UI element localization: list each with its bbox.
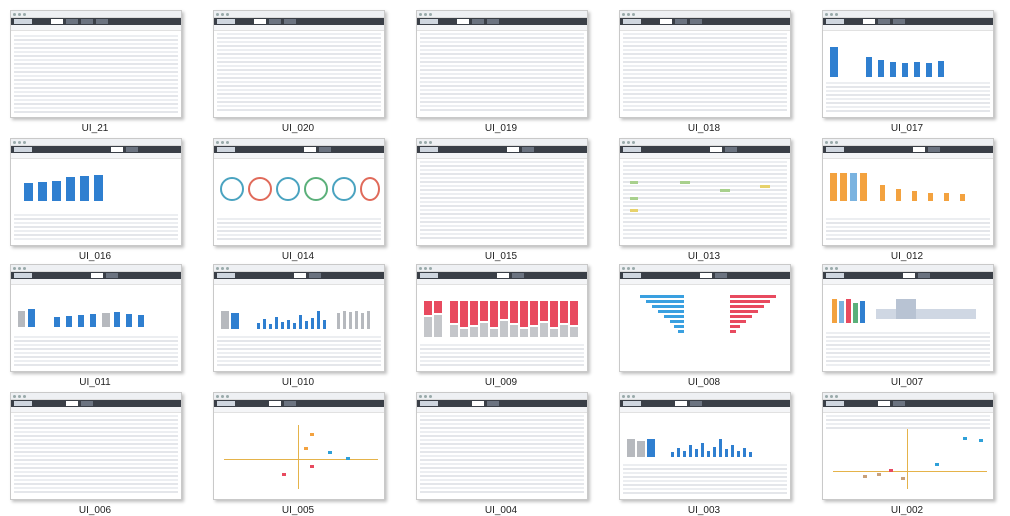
thumbnail-caption: UI_014 <box>281 251 315 262</box>
thumbnail-caption: UI_018 <box>687 123 721 134</box>
thumbnail-image[interactable] <box>822 264 994 372</box>
thumbnail-caption: UI_006 <box>78 505 112 516</box>
thumbnail-caption: UI_004 <box>484 505 518 516</box>
thumbnail-image[interactable] <box>416 392 588 500</box>
thumbnail-caption: UI_005 <box>281 505 315 516</box>
thumbnail-image[interactable] <box>416 138 588 246</box>
thumbnail-image[interactable] <box>619 392 791 500</box>
thumbnail-image[interactable] <box>822 10 994 118</box>
thumbnail-image[interactable] <box>10 392 182 500</box>
thumbnail-image[interactable] <box>213 10 385 118</box>
thumbnail-image[interactable] <box>213 138 385 246</box>
thumbnail-caption: UI_016 <box>78 251 112 262</box>
thumbnail-image[interactable] <box>213 264 385 372</box>
thumbnail-caption: UI_009 <box>484 377 518 388</box>
thumbnail-caption: UI_002 <box>890 505 924 516</box>
thumbnail-caption: UI_010 <box>281 377 315 388</box>
thumbnail-image[interactable] <box>10 264 182 372</box>
thumbnail-image[interactable] <box>10 10 182 118</box>
thumbnail-caption: UI_013 <box>687 251 721 262</box>
thumbnail-caption: UI_017 <box>890 123 924 134</box>
thumbnail-image[interactable] <box>619 138 791 246</box>
thumbnail-caption: UI_015 <box>484 251 518 262</box>
thumbnail-image[interactable] <box>10 138 182 246</box>
thumbnail-caption: UI_020 <box>281 123 315 134</box>
thumbnail-caption: UI_21 <box>81 123 109 134</box>
thumbnail-caption: UI_003 <box>687 505 721 516</box>
thumbnail-image[interactable] <box>822 392 994 500</box>
thumbnail-image[interactable] <box>619 264 791 372</box>
thumbnail-caption: UI_011 <box>79 377 111 388</box>
thumbnail-caption: UI_007 <box>890 377 924 388</box>
thumbnail-image[interactable] <box>416 264 588 372</box>
thumbnail-image[interactable] <box>416 10 588 118</box>
thumbnail-caption: UI_008 <box>687 377 721 388</box>
thumbnail-image[interactable] <box>213 392 385 500</box>
thumbnail-image[interactable] <box>822 138 994 246</box>
thumbnail-image[interactable] <box>619 10 791 118</box>
thumbnail-caption: UI_019 <box>484 123 518 134</box>
thumbnail-caption: UI_012 <box>890 251 924 262</box>
